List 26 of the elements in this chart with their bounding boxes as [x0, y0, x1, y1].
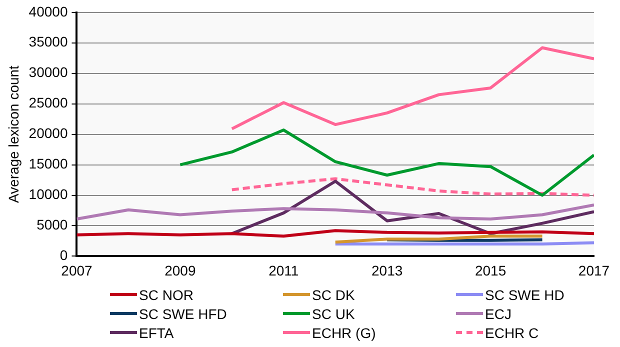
y-tick-label: 15000	[28, 156, 68, 172]
legend-label: SC SWE HD	[485, 286, 564, 302]
legend-label: SC SWE HFD	[139, 306, 227, 322]
y-tick-label: 30000	[28, 64, 68, 80]
y-tick-label: 35000	[28, 34, 68, 50]
x-tick-label: 2009	[164, 262, 196, 278]
legend-label: SC UK	[312, 306, 355, 322]
x-tick-label: 2011	[268, 262, 299, 278]
y-axis-title: Average lexicon count	[5, 65, 22, 204]
y-tick-label: 0	[60, 247, 68, 264]
x-tick-label: 2017	[578, 262, 610, 278]
legend-label: SC NOR	[139, 286, 194, 302]
legend-label: EFTA	[139, 324, 174, 340]
x-tick-label: 2007	[61, 262, 93, 278]
x-tick-label: 2015	[474, 262, 506, 278]
y-tick-label: 10000	[28, 186, 68, 202]
line-series	[230, 177, 594, 197]
y-tick-label: 20000	[28, 125, 68, 142]
legend-label: ECJ	[485, 306, 512, 322]
y-tick-label: 25000	[28, 94, 68, 111]
legend-label: SC DK	[312, 286, 355, 302]
y-tick-label: 40000	[28, 3, 68, 20]
y-tick-label: 5000	[36, 216, 68, 233]
legend-label: ECHR C	[485, 324, 539, 340]
legend-label: ECHR (G)	[312, 324, 376, 340]
x-tick-label: 2013	[372, 262, 403, 278]
